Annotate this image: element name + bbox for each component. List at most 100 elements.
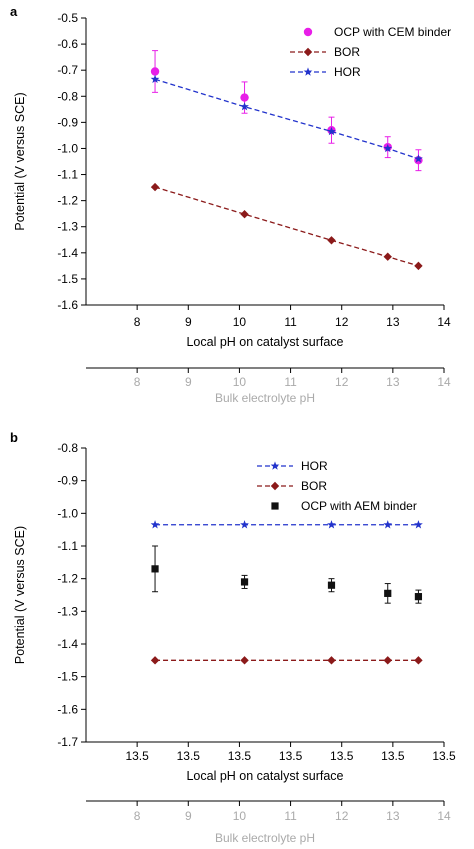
y-axis-title: Potential (V versus SCE) (13, 92, 27, 230)
x-tick-label: 14 (437, 315, 451, 329)
y-tick-label: -1.2 (57, 572, 78, 586)
legend-marker (270, 461, 280, 470)
legend-label: HOR (334, 65, 361, 79)
data-point (384, 589, 392, 597)
legend-label: BOR (301, 479, 327, 493)
secondary-x-tick-label: 8 (134, 809, 141, 823)
y-tick-label: -0.8 (57, 89, 78, 103)
legend-marker (303, 47, 313, 57)
x-tick-label: 13.5 (125, 749, 149, 763)
data-point (327, 126, 336, 136)
legend: HOR BOR OCP with AEM binder (257, 459, 417, 513)
y-tick-label: -1.1 (57, 168, 78, 182)
x-tick-label: 13.5 (279, 749, 303, 763)
x-tick-label: 13.5 (381, 749, 405, 763)
panel-b: b -0.8 -0.9 -1.0 -1.1 -1.2 -1.3 -1.4 -1.5 -1.6 -1.… (10, 430, 456, 845)
series-bor (150, 182, 423, 271)
data-point (151, 565, 159, 573)
y-tick-label: -1.3 (57, 220, 78, 234)
data-point (327, 236, 336, 245)
data-point (240, 210, 249, 219)
x-tick-label: 13.5 (177, 749, 201, 763)
x-tick-label: 13.5 (228, 749, 252, 763)
secondary-x-tick-label: 14 (437, 375, 451, 389)
y-tick-label: -0.8 (57, 441, 78, 455)
secondary-x-tick-label: 13 (386, 809, 400, 823)
y-tick-label: -0.6 (57, 37, 78, 51)
y-tick-label: -1.6 (57, 702, 78, 716)
legend-label: OCP with AEM binder (301, 499, 417, 513)
secondary-x-tick-label: 14 (437, 809, 451, 823)
data-point (240, 93, 249, 102)
x-tick-label: 13 (386, 315, 400, 329)
secondary-x-tick-label: 9 (185, 809, 192, 823)
series-line (154, 186, 419, 267)
legend-label: BOR (334, 45, 360, 59)
data-point (150, 656, 160, 665)
secondary-x-tick-label: 10 (233, 809, 247, 823)
series-hor (150, 74, 423, 163)
data-point (240, 656, 249, 665)
y-tick-label: -1.1 (57, 539, 78, 553)
data-point (414, 261, 423, 271)
legend-marker (303, 27, 313, 37)
secondary-x-axis-title: Bulk electrolyte pH (215, 831, 315, 845)
secondary-x-tick-label: 12 (335, 375, 349, 389)
series-ocp-with-aem-binder (151, 545, 423, 604)
legend-label: HOR (301, 459, 328, 473)
series-hor (150, 520, 423, 529)
x-tick-label: 12 (335, 315, 349, 329)
data-point (327, 581, 336, 589)
data-point (414, 520, 423, 529)
data-point (150, 520, 160, 529)
legend: OCP with CEM binder BOR HOR (290, 25, 451, 79)
data-point (383, 143, 393, 153)
y-tick-label: -1.2 (57, 194, 78, 208)
data-point (414, 656, 423, 665)
panel-label: a (10, 4, 18, 19)
y-tick-label: -1.5 (57, 272, 78, 286)
series-line (154, 78, 419, 160)
y-axis-title: Potential (V versus SCE) (13, 526, 27, 664)
panel-label: b (10, 430, 18, 445)
y-tick-label: -1.4 (57, 246, 78, 260)
y-tick-label: -0.9 (57, 115, 78, 129)
data-point (150, 74, 160, 84)
secondary-x-tick-label: 11 (284, 809, 297, 823)
x-tick-label: 8 (134, 315, 141, 329)
secondary-x-tick-label: 9 (185, 375, 192, 389)
y-tick-label: -1.6 (57, 298, 78, 312)
legend-marker (271, 502, 279, 510)
x-axis-title: Local pH on catalyst surface (186, 335, 343, 349)
y-tick-label: -0.9 (57, 474, 78, 488)
data-point (240, 102, 249, 111)
data-point (327, 656, 336, 665)
legend-label: OCP with CEM binder (334, 25, 451, 39)
y-tick-label: -1.5 (57, 670, 78, 684)
y-tick-label: -0.7 (57, 63, 78, 77)
x-tick-label: 9 (185, 315, 192, 329)
x-axis-title: Local pH on catalyst surface (186, 769, 343, 783)
data-point (383, 252, 392, 261)
legend-marker (270, 481, 280, 491)
secondary-x-tick-label: 13 (386, 375, 400, 389)
secondary-x-tick-label: 12 (335, 809, 349, 823)
data-point (150, 67, 160, 76)
x-tick-label: 13.5 (330, 749, 354, 763)
x-tick-label: 10 (233, 315, 247, 329)
y-tick-label: -1.0 (57, 141, 78, 155)
secondary-x-tick-label: 10 (233, 375, 247, 389)
legend-marker (303, 67, 313, 76)
data-point (240, 520, 249, 529)
x-tick-label: 13.5 (432, 749, 456, 763)
data-point (327, 520, 336, 529)
series-bor (150, 656, 423, 665)
data-point (383, 656, 392, 665)
data-point (414, 593, 423, 601)
secondary-x-tick-label: 11 (284, 375, 297, 389)
y-tick-label: -1.7 (57, 735, 78, 749)
y-tick-label: -1.4 (57, 637, 78, 651)
data-point (414, 154, 423, 163)
panel-a: a -0.5 -0.6 -0.7 -0.8 -0.9 -1.0 -1.1 -1.2 -1.3 -1.… (10, 4, 451, 405)
secondary-x-tick-label: 8 (134, 375, 141, 389)
